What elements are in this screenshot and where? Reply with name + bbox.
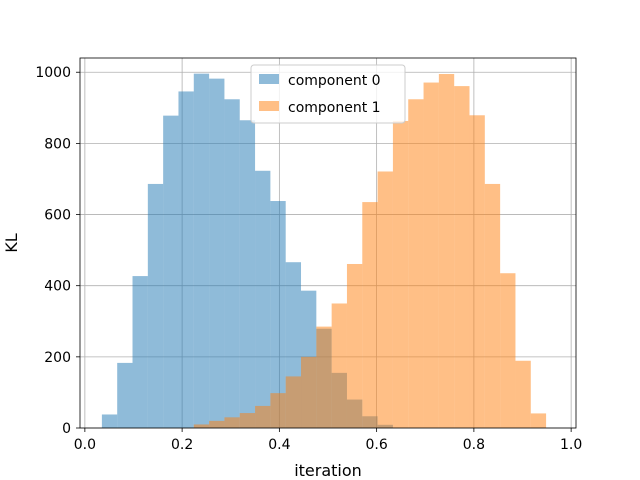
bar-series-1 [255, 405, 271, 428]
bars [101, 73, 547, 429]
bar-series-1 [423, 82, 439, 428]
bar-series-1 [316, 326, 332, 428]
bar-series-0 [147, 183, 164, 428]
legend: component 0 component 1 [250, 64, 406, 124]
x-tick-label: 0.2 [171, 437, 193, 453]
x-tick-label: 1.0 [560, 437, 582, 453]
x-tick-label: 0.0 [74, 437, 96, 453]
legend-label: component 1 [288, 100, 381, 116]
bar-series-1 [530, 413, 547, 428]
bar-series-1 [454, 86, 470, 428]
y-tick-label: 800 [44, 136, 71, 152]
y-tick-label: 600 [44, 208, 71, 224]
bar-series-1 [469, 115, 485, 429]
bar-series-1 [500, 273, 516, 428]
x-tick-label: 0.4 [268, 437, 290, 453]
bar-series-1 [362, 202, 378, 428]
bar-series-0 [239, 120, 256, 428]
bar-series-1 [193, 424, 210, 428]
legend-swatch [259, 74, 279, 84]
legend-label: component 0 [288, 73, 381, 89]
x-tick-label: 0.6 [365, 437, 387, 453]
bar-series-1 [346, 263, 363, 428]
bar-series-1 [239, 413, 256, 428]
y-tick-label: 1000 [35, 65, 71, 81]
legend-box [250, 64, 406, 124]
bar-series-0 [224, 99, 240, 429]
bar-series-0 [163, 115, 179, 428]
y-tick-label: 200 [44, 350, 71, 366]
bar-series-1 [270, 393, 286, 428]
bar-series-0 [132, 276, 148, 428]
y-axis-label: KL [2, 233, 21, 252]
bar-series-1 [438, 74, 455, 428]
bar-series-1 [285, 376, 302, 428]
bar-series-0 [117, 362, 133, 428]
bar-series-1 [331, 303, 347, 428]
axes-frame [79, 57, 577, 429]
bar-series-1 [209, 420, 225, 428]
bar-series-1 [377, 171, 393, 428]
x-axis-label: iteration [294, 461, 362, 480]
bar-series-0 [255, 170, 271, 428]
x-tick-label: 0.8 [463, 437, 485, 453]
bar-series-1 [224, 417, 240, 428]
y-tick-label: 0 [62, 421, 71, 437]
legend-swatch [259, 101, 279, 111]
bar-series-1 [301, 356, 317, 428]
y-tick-label: 400 [44, 279, 71, 295]
bar-series-1 [392, 120, 409, 428]
bar-series-0 [193, 73, 210, 429]
bar-series-0 [101, 414, 118, 428]
bar-series-1 [515, 360, 531, 428]
bar-series-0 [178, 91, 194, 428]
bar-series-1 [408, 99, 424, 429]
bar-series-0 [270, 201, 286, 428]
bar-series-1 [484, 183, 501, 428]
ticks: 0.0 0.2 0.4 0.6 0.8 1.0 0 200 400 600 800 1000 [35, 65, 582, 453]
bar-series-0 [209, 78, 225, 428]
